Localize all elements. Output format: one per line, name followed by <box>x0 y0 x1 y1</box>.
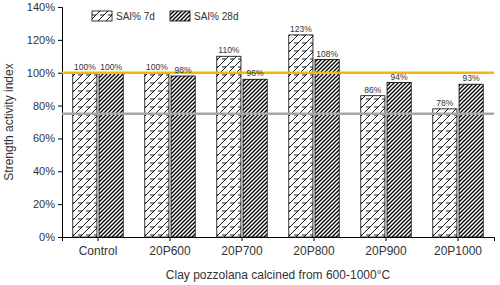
chart: 0% 20% 40% 60% 80% 100% 120% 140% Control 20P600 2… <box>0 0 500 285</box>
y-tick-mark <box>58 73 62 74</box>
y-tick-label: 60% <box>33 132 55 144</box>
bar <box>99 73 123 237</box>
x-tick-mark <box>314 237 315 241</box>
x-axis: Control 20P600 20P700 20P800 20P900 20P1000 <box>63 237 495 258</box>
bar <box>171 76 195 237</box>
y-tick: 40% <box>33 165 62 177</box>
bar <box>361 96 385 237</box>
y-axis-line <box>58 8 63 238</box>
bars <box>62 35 494 237</box>
data-label: 100% <box>146 62 168 72</box>
bar <box>145 73 169 237</box>
data-label: 86% <box>364 85 381 95</box>
y-tick-label: 20% <box>33 198 55 210</box>
legend-label: SAI% 28d <box>194 11 238 22</box>
x-tick: 20P600 <box>149 237 191 258</box>
y-tick-mark <box>58 40 62 41</box>
legend-swatch <box>170 11 190 21</box>
legend-item: SAI% 28d <box>170 11 238 22</box>
data-label: 98% <box>175 65 192 75</box>
x-tick-label: 20P900 <box>365 244 407 258</box>
y-tick-label: 0% <box>39 231 55 243</box>
x-tick-label: 20P600 <box>149 244 191 258</box>
data-label: 100% <box>100 62 122 72</box>
x-tick-label: 20P800 <box>293 244 335 258</box>
y-tick-label: 80% <box>33 100 55 112</box>
x-tick-label: 20P1000 <box>434 244 482 258</box>
y-tick-label: 140% <box>27 1 55 13</box>
data-labels: 100% 100% 110% 123% 86% 78% 100% 98% 96% 108% 94% 9… <box>74 24 480 108</box>
bar <box>459 84 483 237</box>
x-tick-mark <box>242 237 243 241</box>
y-tick-label: 120% <box>27 34 55 46</box>
y-tick-mark <box>58 138 62 139</box>
y-tick: 120% <box>27 34 62 46</box>
bar <box>315 60 339 237</box>
x-axis-title: Clay pozzolana calcined from 600-1000°C <box>166 268 391 282</box>
y-tick: 100% <box>27 67 62 79</box>
x-tick-label: 20P700 <box>221 244 263 258</box>
x-tick-mark <box>98 237 99 241</box>
x-tick: Control <box>79 237 118 258</box>
data-label: 94% <box>391 72 408 82</box>
data-label: 93% <box>463 73 480 83</box>
y-tick-mark <box>58 237 62 238</box>
y-tick: 60% <box>33 132 62 144</box>
x-tick-label: Control <box>79 244 118 258</box>
x-tick: 20P700 <box>221 237 263 258</box>
y-axis: 0% 20% 40% 60% 80% 100% 120% 140% <box>27 1 63 243</box>
y-tick-mark <box>58 106 62 107</box>
x-tick: 20P800 <box>293 237 335 258</box>
legend-swatch <box>92 11 112 21</box>
x-axis-line <box>63 238 495 242</box>
data-label: 78% <box>436 98 453 108</box>
bar <box>243 79 267 237</box>
y-axis-title: Strength activity index <box>2 63 16 180</box>
bar <box>289 35 313 237</box>
y-tick-mark <box>58 7 62 8</box>
data-label: 110% <box>218 45 240 55</box>
x-tick-mark <box>386 237 387 241</box>
legend: SAI% 7d SAI% 28d <box>92 11 238 22</box>
x-tick: 20P900 <box>365 237 407 258</box>
legend-label: SAI% 7d <box>116 11 155 22</box>
reference-line <box>62 71 494 74</box>
legend-item: SAI% 7d <box>92 11 155 22</box>
bar <box>387 83 411 237</box>
y-tick-label: 40% <box>33 165 55 177</box>
data-label: 100% <box>74 62 96 72</box>
y-tick: 0% <box>39 231 62 243</box>
bar <box>217 56 241 237</box>
y-tick-mark <box>58 171 62 172</box>
x-tick-mark <box>170 237 171 241</box>
plot: 0% 20% 40% 60% 80% 100% 120% 140% Control 20P600 2… <box>27 1 495 258</box>
data-label: 96% <box>247 68 264 78</box>
y-tick: 80% <box>33 100 62 112</box>
bar <box>73 73 97 237</box>
y-tick: 140% <box>27 1 62 13</box>
data-label: 108% <box>316 49 338 59</box>
y-tick-mark <box>58 204 62 205</box>
reference-line <box>62 113 494 116</box>
x-tick: 20P1000 <box>434 237 482 258</box>
y-tick-label: 100% <box>27 67 55 79</box>
x-tick-mark <box>458 237 459 241</box>
data-label: 123% <box>290 24 312 34</box>
bar <box>433 109 457 237</box>
y-tick: 20% <box>33 198 62 210</box>
